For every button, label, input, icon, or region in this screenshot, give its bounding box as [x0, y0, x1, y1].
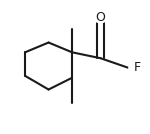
Text: O: O — [96, 11, 105, 24]
Circle shape — [95, 11, 106, 23]
Circle shape — [129, 63, 139, 73]
Text: F: F — [134, 62, 141, 75]
